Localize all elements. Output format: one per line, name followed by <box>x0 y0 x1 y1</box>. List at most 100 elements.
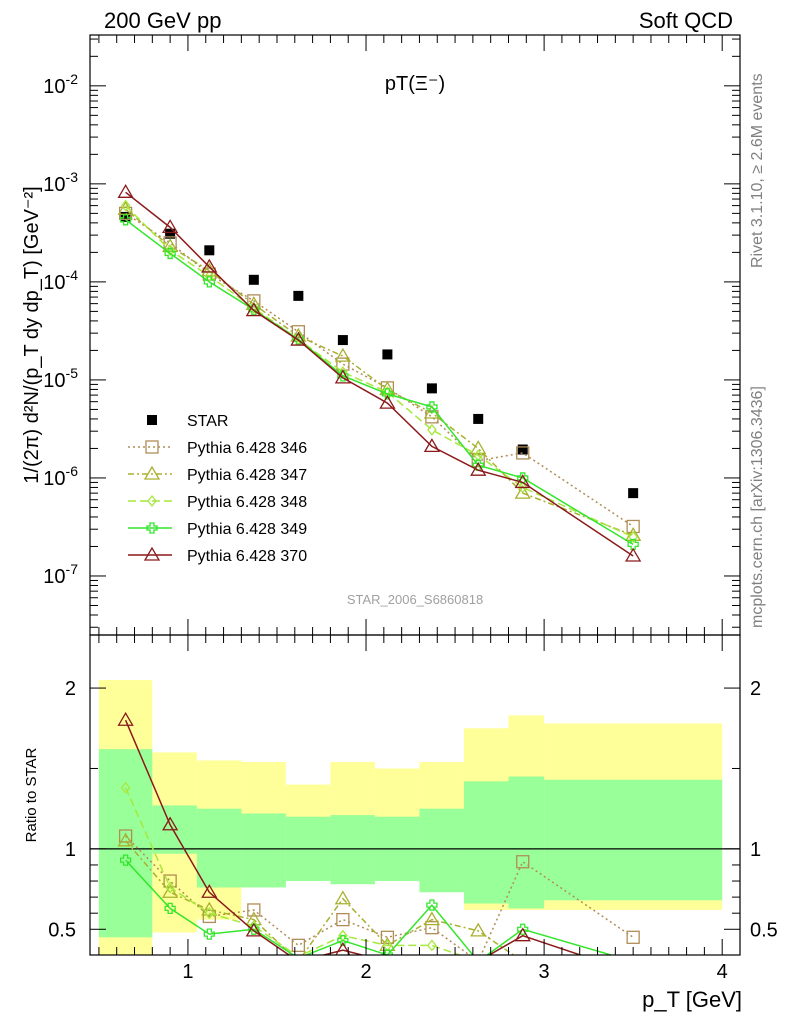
ratio-point-p348 <box>165 881 175 894</box>
ratio-point-p347 <box>423 911 441 926</box>
main-plot-frame <box>89 34 741 636</box>
uncertainty-band-inner <box>330 815 375 885</box>
ratio-line-p349 <box>125 859 614 955</box>
ratio-point-p347 <box>162 883 179 898</box>
x-axis-label: p_T [GeV] <box>642 987 742 1012</box>
uncertainty-band-inner <box>463 781 509 904</box>
data-point-p346 <box>247 294 261 308</box>
data-point-star <box>426 383 437 394</box>
ratio-plot-frame <box>89 634 741 956</box>
series-line-p370 <box>125 191 634 557</box>
series-p370 <box>117 184 642 562</box>
ratio-point-p370 <box>335 941 351 955</box>
ratio-plot-panel: 1 2 3 4 0.5 0.5 1 1 2 2 Ratio to STAR p_T [GeV] <box>23 634 778 1012</box>
data-point-p347 <box>625 527 642 541</box>
legend-label-p348: Pythia 6.428 348 <box>187 494 307 511</box>
ratio-y-tick-label-right: 2 <box>750 678 761 700</box>
y-tick-label: 10-2 <box>43 71 78 98</box>
series-line-p346 <box>125 212 634 528</box>
legend-label-p349: Pythia 6.428 349 <box>187 521 307 538</box>
data-point-p348 <box>628 530 638 544</box>
y-tick-label: 10-5 <box>43 365 78 392</box>
ratio-line-p347 <box>125 840 515 955</box>
data-point-p347 <box>334 347 352 362</box>
y-tick-label: 10-6 <box>43 463 78 490</box>
data-point-p370 <box>379 394 396 409</box>
ratio-series-p346 <box>118 829 640 955</box>
y-tick-label: 10-7 <box>43 561 78 588</box>
source-label: mcplots.cern.ch [arXiv:1306.3436] <box>749 386 766 628</box>
data-point-p347 <box>470 440 487 455</box>
ratio-line-p370 <box>124 719 583 955</box>
data-point-star <box>337 335 348 346</box>
uncertainty-band-inner <box>544 779 723 901</box>
y-tick-label: 10-3 <box>43 169 78 196</box>
data-point-star <box>120 211 131 222</box>
data-point-p347 <box>162 238 179 253</box>
series-line-p347 <box>125 208 634 537</box>
data-point-p348 <box>204 269 215 282</box>
ratio-series-p349 <box>119 854 614 955</box>
data-point-p370 <box>245 302 262 317</box>
ratio-point-p348 <box>120 781 131 794</box>
ratio-y-tick-label: 0.5 <box>48 919 76 941</box>
x-tick-label: 4 <box>717 961 728 983</box>
legend-label-star: STAR <box>187 413 228 430</box>
x-tick-label: 1 <box>182 961 193 983</box>
y-axis-label-main: 1/(2π) d²N/(p_T dy dp_T) [GeV⁻²] <box>21 186 43 483</box>
ratio-point-p347 <box>334 890 352 905</box>
x-tick-label: 2 <box>360 961 371 983</box>
ratio-point-p370 <box>117 711 134 726</box>
legend-marker-star <box>147 415 157 425</box>
y-tick-label: 10-4 <box>43 267 78 294</box>
data-point-p370 <box>117 184 134 198</box>
y-axis-label-ratio: Ratio to STAR <box>23 747 40 842</box>
ratio-point-p349 <box>203 928 215 940</box>
x-tick-label: 3 <box>539 961 550 983</box>
data-point-p349 <box>119 214 132 226</box>
data-point-star <box>628 488 639 499</box>
analysis-watermark: STAR_2006_S6860818 <box>347 592 483 607</box>
uncertainty-band-inner <box>98 749 153 938</box>
legend-marker-p346 <box>145 440 159 454</box>
legend-marker-p348 <box>147 494 157 508</box>
data-point-p349 <box>203 276 215 288</box>
ratio-point-p349 <box>426 899 438 911</box>
ratio-point-p370 <box>245 922 262 937</box>
series-p347 <box>117 201 642 541</box>
data-point-p370 <box>470 461 487 476</box>
data-point-star <box>293 290 304 301</box>
ratio-point-p348 <box>427 939 437 952</box>
ratio-point-p346 <box>425 921 439 935</box>
ratio-y-tick-label: 1 <box>65 839 76 861</box>
ratio-point-p346 <box>202 909 216 924</box>
data-point-star <box>473 413 484 424</box>
data-point-p349 <box>164 247 176 260</box>
header-right-label: Soft QCD <box>639 8 733 33</box>
ratio-point-p346 <box>118 829 133 843</box>
data-point-p370 <box>625 547 642 562</box>
legend-marker-p349 <box>146 522 158 534</box>
ratio-point-p349 <box>517 923 529 935</box>
data-point-star <box>165 228 176 239</box>
ratio-y-tick-label-right: 1 <box>750 839 761 861</box>
uncertainty-band-inner <box>196 808 242 888</box>
data-point-p370 <box>290 331 307 346</box>
data-point-p347 <box>514 484 531 499</box>
data-point-star <box>204 245 215 256</box>
ratio-y-tick-label: 2 <box>65 678 76 700</box>
ratio-line-p346 <box>125 835 634 955</box>
data-point-p346 <box>291 325 306 339</box>
data-point-p370 <box>162 219 179 234</box>
data-point-p370 <box>514 474 531 489</box>
main-plot-panel: 10-7 10-6 10-5 10-4 10-3 10-2 pT(Ξ⁻) STAR_200… <box>21 34 741 636</box>
ratio-point-p349 <box>381 949 394 955</box>
data-point-p349 <box>627 538 639 551</box>
data-point-p346 <box>516 446 530 460</box>
ratio-point-p348 <box>204 907 215 920</box>
series-line-p348 <box>125 205 634 538</box>
data-point-p348 <box>427 423 437 436</box>
data-point-star <box>248 274 259 285</box>
legend-marker-p347 <box>143 465 161 480</box>
